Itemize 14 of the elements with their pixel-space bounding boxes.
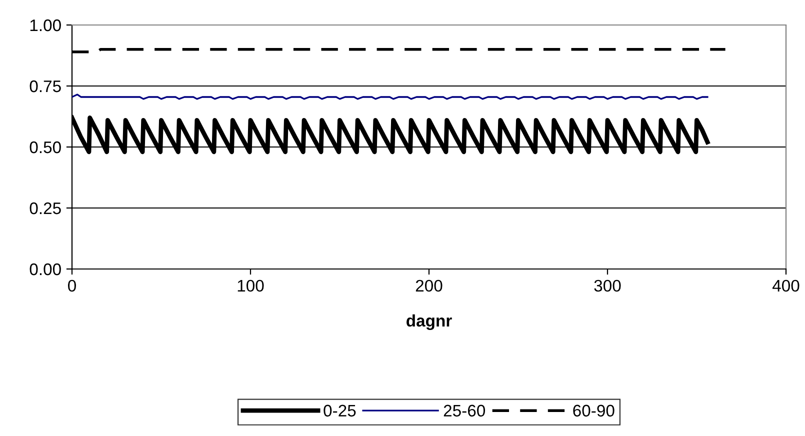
y-tick-label: 1.00 [30,19,61,32]
x-tick-label: 100 [238,280,264,292]
y-tick-label: 0.50 [30,141,61,154]
y-tick-label: 0.75 [30,80,61,92]
legend-label: 25-60 [444,404,486,417]
legend-label: 0-25 [324,404,356,417]
x-tick-label: 400 [772,280,800,292]
x-tick-label: 200 [416,280,442,292]
y-tick-label: 0.00 [30,263,61,276]
x-tick-label: 300 [594,280,621,292]
x-axis-title: dagnr [406,314,452,330]
legend-label: 60-90 [573,404,614,417]
x-tick-label: 0 [68,280,76,292]
y-tick-label: 0.25 [30,202,61,214]
